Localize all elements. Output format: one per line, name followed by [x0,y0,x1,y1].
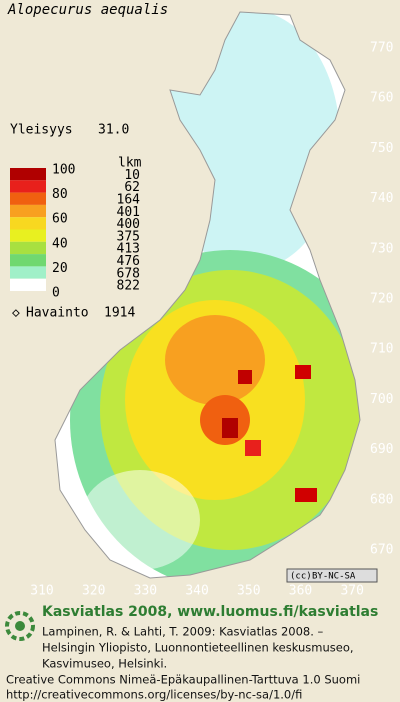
x-label: 310 [30,584,53,599]
y-label: 750 [370,141,393,156]
legend-swatch [10,204,46,218]
license-badge-text: BY-NC-SA [312,572,356,582]
legend-count: 678 [117,266,140,281]
legend-swatch [10,266,46,279]
map-hotspot [295,488,317,502]
legend-swatch [10,217,46,230]
y-label: 700 [370,392,393,407]
legend-scale-label: 40 [52,236,68,251]
legend-count: 164 [117,192,141,207]
legend-scale-label: 100 [52,163,75,178]
footer-heading: Kasviatlas 2008, www.luomus.fi/kasviatla… [42,604,378,620]
observation-label: Havainto [26,306,89,321]
cc-mark: (cc) [290,572,312,582]
legend-swatch [10,192,46,205]
legend-count: 413 [117,242,140,257]
map-hotspot [222,418,238,438]
legend-scale-label: 20 [52,261,68,276]
citation-line: Lampinen, R. & Lahti, T. 2009: Kasviatla… [42,625,324,639]
x-label: 370 [340,584,363,599]
y-label: 770 [370,41,393,56]
x-label: 340 [185,584,208,599]
map-hotspot [295,365,311,379]
map-outline [54,11,361,579]
license-line: http://creativecommons.org/licenses/by-n… [6,688,302,702]
legend-swatch [10,278,46,291]
license-badge [286,568,378,583]
title: Alopecurus aequalis [7,2,168,18]
y-label: 740 [370,191,393,206]
count-header: lkm [118,156,142,171]
observation-value: 1914 [104,306,135,321]
x-label: 360 [289,584,312,599]
legend-scale-label: 60 [52,212,68,227]
map-hotspot [245,440,261,456]
y-label: 710 [370,342,393,357]
y-label: 670 [370,543,393,558]
citation-line: Helsingin Yliopisto, Luonnontieteellinen… [42,641,354,655]
frequency-value: 31.0 [98,123,129,138]
map-zone [80,470,200,570]
y-label: 690 [370,442,393,457]
legend-swatch [10,241,46,255]
x-label: 350 [237,584,260,599]
map-hotspot [238,370,252,384]
legend-scale-label: 0 [52,286,60,301]
frequency-label: Yleisyys [10,123,73,138]
y-label: 680 [370,492,393,507]
legend-swatch [10,180,46,193]
legend-count: 400 [117,217,140,232]
legend-count: 10 [124,168,140,183]
observation-symbol: ◇ [12,306,20,321]
license-line: Creative Commons Nimeä-Epäkaupallinen-Ta… [6,673,360,687]
legend-swatch [10,254,46,267]
map-zone [165,315,265,405]
legend-count: 62 [124,180,140,195]
logo [5,611,35,641]
legend-swatch [10,168,46,181]
legend-scale-label: 80 [52,187,68,202]
legend-count: 375 [117,229,140,244]
y-label: 760 [370,91,393,106]
legend-count: 401 [117,205,140,220]
legend-count: 822 [117,279,140,294]
legend-swatch [10,229,46,242]
y-label: 720 [370,292,393,307]
finland-map [55,12,360,578]
x-label: 330 [134,584,157,599]
citation-line: Kasvimuseo, Helsinki. [42,657,167,671]
x-label: 320 [82,584,105,599]
y-label: 730 [370,241,393,256]
legend-count: 476 [117,254,140,269]
